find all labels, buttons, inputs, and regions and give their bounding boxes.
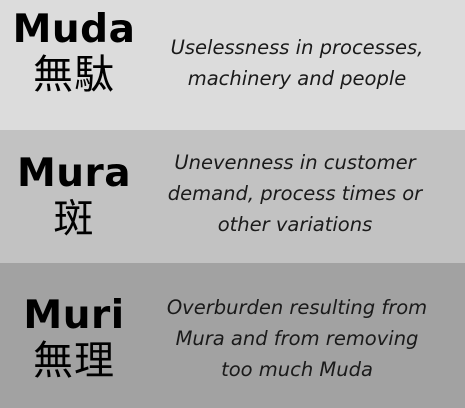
mura-description-line: demand, process times or <box>167 182 423 205</box>
muri-description: Overburden resulting from Mura and from … <box>142 292 452 385</box>
muda-row: Muda 無駄 Uselessness in processes, machin… <box>0 0 465 130</box>
muda-kanji: 無駄 <box>33 52 115 98</box>
muri-term: Muri <box>23 293 125 338</box>
mura-row: Mura 斑 Unevenness in customer demand, pr… <box>0 130 465 263</box>
muda-term-block: Muda 無駄 <box>0 7 148 99</box>
mura-description-line: Unevenness in customer <box>174 151 416 174</box>
mura-description-line: other variations <box>217 213 373 236</box>
mura-term: Mura <box>16 151 132 196</box>
muda-description-line: machinery and people <box>187 67 407 90</box>
muri-description-line: Mura and from removing <box>175 327 419 350</box>
mura-term-block: Mura 斑 <box>0 151 148 243</box>
mura-description: Unevenness in customer demand, process t… <box>136 147 454 240</box>
muri-term-block: Muri 無理 <box>0 293 148 385</box>
muri-description-line: Overburden resulting from <box>166 296 428 319</box>
muda-description-line: Uselessness in processes, <box>170 36 424 59</box>
muri-description-line: too much Muda <box>221 358 373 381</box>
muri-row: Muri 無理 Overburden resulting from Mura a… <box>0 263 465 408</box>
muri-kanji: 無理 <box>33 338 115 384</box>
mura-kanji: 斑 <box>53 196 95 242</box>
muda-description: Uselessness in processes, machinery and … <box>138 32 456 94</box>
muda-term: Muda <box>12 7 136 52</box>
